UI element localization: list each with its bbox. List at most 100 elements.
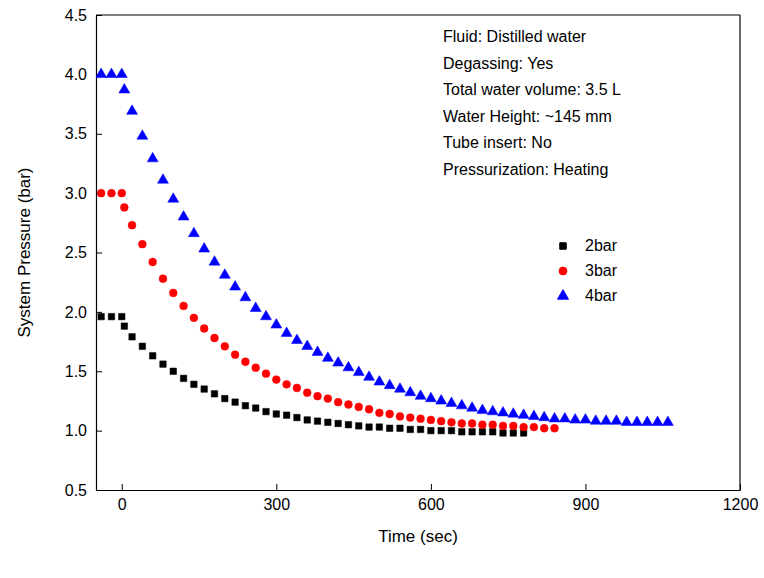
data-point xyxy=(540,424,548,432)
data-point xyxy=(520,423,528,431)
y-axis-title: System Pressure (bar) xyxy=(15,167,34,337)
y-tick-label: 2.5 xyxy=(65,244,87,261)
y-tick-mark xyxy=(96,134,102,135)
data-point xyxy=(191,381,197,387)
data-point xyxy=(436,395,447,404)
y-tick: 3.5 xyxy=(65,125,102,142)
data-point xyxy=(428,427,434,433)
y-tick-label: 4.5 xyxy=(65,7,87,24)
y-tick-mark xyxy=(96,253,102,254)
data-point xyxy=(530,423,538,431)
data-point xyxy=(293,384,301,392)
data-point xyxy=(159,275,167,283)
data-point xyxy=(178,211,189,220)
annotation: Pressurization: Heating xyxy=(443,161,608,178)
data-point xyxy=(219,269,230,278)
y-tick-label: 1.5 xyxy=(65,363,87,380)
data-point xyxy=(549,412,560,421)
y-tick: 2.0 xyxy=(65,303,102,320)
data-point xyxy=(157,174,168,183)
x-tick-mark xyxy=(276,484,277,490)
data-point xyxy=(459,429,465,435)
y-tick-label: 2.0 xyxy=(65,303,87,320)
data-point xyxy=(149,258,157,266)
data-point xyxy=(345,401,353,409)
data-point xyxy=(180,302,188,310)
data-point xyxy=(98,313,104,319)
data-point xyxy=(498,406,509,415)
legend: 2bar3bar4bar xyxy=(558,237,618,304)
data-point xyxy=(108,313,114,319)
data-point xyxy=(489,421,497,429)
x-tick-label: 0 xyxy=(118,496,127,513)
data-point xyxy=(106,68,117,77)
data-point xyxy=(353,366,364,375)
data-point xyxy=(642,416,653,425)
data-point xyxy=(500,430,506,436)
y-tick: 0.5 xyxy=(65,482,102,499)
data-point xyxy=(118,189,126,197)
data-point xyxy=(448,427,454,433)
data-point xyxy=(407,426,413,432)
data-point xyxy=(200,325,208,333)
data-point xyxy=(456,399,467,408)
data-point xyxy=(458,420,466,428)
y-tick: 4.0 xyxy=(65,66,102,83)
data-point xyxy=(415,390,426,399)
data-point xyxy=(333,357,344,366)
data-point xyxy=(406,414,414,422)
data-point xyxy=(355,403,363,411)
data-point xyxy=(96,68,107,77)
data-point xyxy=(149,353,155,359)
x-axis-title: Time (sec) xyxy=(378,527,458,546)
data-point xyxy=(334,398,342,406)
data-point xyxy=(427,416,435,424)
data-point xyxy=(508,408,519,417)
data-point xyxy=(386,425,392,431)
data-point xyxy=(240,291,251,300)
data-point xyxy=(209,256,220,265)
data-point xyxy=(374,376,385,385)
data-point xyxy=(119,83,130,92)
data-point xyxy=(448,418,456,426)
data-point xyxy=(222,395,228,401)
series-2bar xyxy=(98,313,527,436)
data-point xyxy=(662,416,673,425)
x-tick-label: 300 xyxy=(263,496,290,513)
data-point xyxy=(121,323,127,329)
annotation: Tube insert: No xyxy=(443,134,552,151)
x-tick-mark xyxy=(585,484,586,490)
annotation: Water Height: ~145 mm xyxy=(443,108,612,125)
data-point xyxy=(335,420,341,426)
data-point xyxy=(221,342,229,350)
data-point xyxy=(272,376,280,384)
data-point xyxy=(652,416,663,425)
data-point xyxy=(281,327,292,336)
y-tick-label: 3.5 xyxy=(65,125,87,142)
y-tick: 3.0 xyxy=(65,185,102,202)
data-point xyxy=(468,420,476,428)
y-tick: 1.5 xyxy=(65,363,102,380)
data-point xyxy=(190,314,198,322)
x-tick: 300 xyxy=(263,484,290,513)
data-point xyxy=(478,421,486,429)
data-point xyxy=(343,361,354,370)
data-point xyxy=(188,227,199,236)
x-tick: 900 xyxy=(573,484,600,513)
y-tick-mark xyxy=(96,371,102,372)
data-point xyxy=(376,424,382,430)
data-point xyxy=(211,334,219,342)
data-point xyxy=(128,221,136,229)
data-point xyxy=(119,313,125,319)
series-4bar xyxy=(96,68,673,425)
data-point xyxy=(314,418,320,424)
data-point xyxy=(386,410,394,418)
data-point xyxy=(129,334,135,340)
data-point xyxy=(396,412,404,420)
x-tick-label: 900 xyxy=(573,496,600,513)
data-point xyxy=(611,415,622,424)
x-tick-label: 1200 xyxy=(723,496,759,513)
data-point xyxy=(294,414,300,420)
y-tick-mark xyxy=(96,431,102,432)
data-point xyxy=(314,392,322,400)
